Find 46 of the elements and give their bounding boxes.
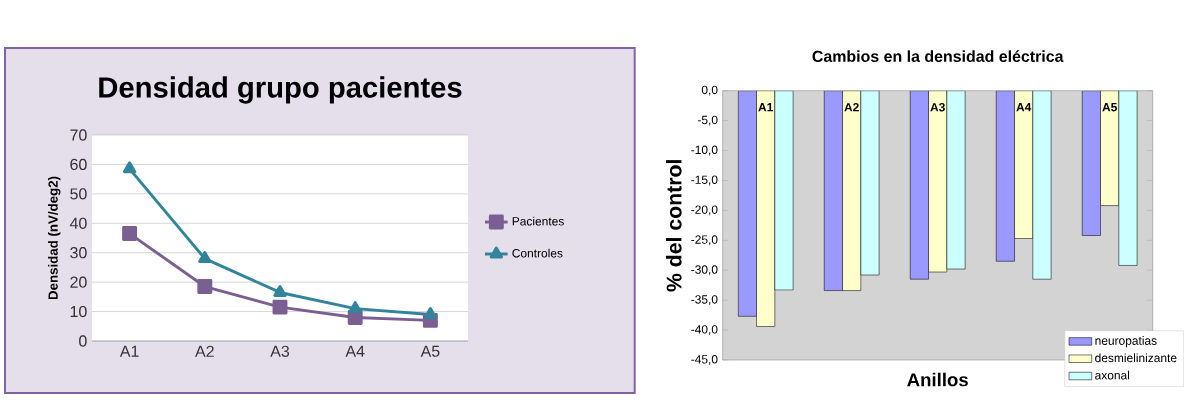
x-tick-label: A2 (844, 103, 859, 112)
y-tick-label: 40 (69, 217, 87, 229)
y-tick-label: 30 (70, 247, 87, 259)
y-tick-label: -40,0 (691, 325, 718, 335)
y-tick-label: -25,0 (691, 235, 718, 246)
x-axis-title: Anillos (907, 372, 968, 387)
point (348, 301, 362, 314)
point (122, 161, 137, 174)
y-tick-label: 20 (70, 276, 87, 288)
y-tick-label: 70 (70, 129, 87, 141)
x-tick-label: A5 (420, 345, 440, 357)
x-tick-label: A4 (1016, 103, 1032, 112)
y-axis-title: % del control (666, 160, 682, 292)
legend-label: neuropatias (1095, 336, 1157, 348)
x-tick-label: A1 (119, 345, 139, 357)
y-axis-title: Densidad (nV/deg2) (48, 176, 61, 300)
y-tick-label: 0 (79, 335, 87, 347)
point (122, 226, 138, 242)
y-tick-label: -5,0 (697, 115, 718, 126)
point (423, 307, 438, 319)
y-tick-label: 50 (70, 188, 87, 200)
y-tick-label: 10 (70, 305, 87, 318)
x-tick-label: A4 (345, 345, 365, 357)
y-tick-label: -20,0 (691, 205, 718, 216)
x-tick-label: A3 (930, 103, 945, 112)
legend-label: Controles (512, 248, 563, 258)
x-tick-label: A2 (195, 345, 214, 357)
legend-label: Pacientes (512, 216, 564, 226)
y-tick-label: 0,0 (701, 85, 718, 96)
chart-title: Densidad grupo pacientes (99, 76, 462, 104)
y-tick-label: -45,0 (691, 355, 718, 365)
y-tick-label: 60 (70, 158, 87, 171)
point (273, 284, 287, 297)
x-tick-label: A5 (1102, 103, 1117, 112)
point (272, 299, 288, 315)
y-tick-label: -15,0 (691, 175, 718, 186)
point (198, 251, 212, 264)
x-tick-label: A1 (758, 103, 773, 112)
y-tick-label: -10,0 (691, 145, 718, 156)
chart-title: Cambios en la densidad eléctrica (812, 50, 1064, 62)
legend-label: desmielinizante (1095, 353, 1177, 363)
y-tick-label: -30,0 (691, 265, 718, 276)
y-tick-label: -35,0 (691, 295, 718, 306)
legend-label: axonal (1095, 370, 1130, 380)
point (197, 279, 213, 295)
x-tick-label: A3 (270, 345, 290, 357)
